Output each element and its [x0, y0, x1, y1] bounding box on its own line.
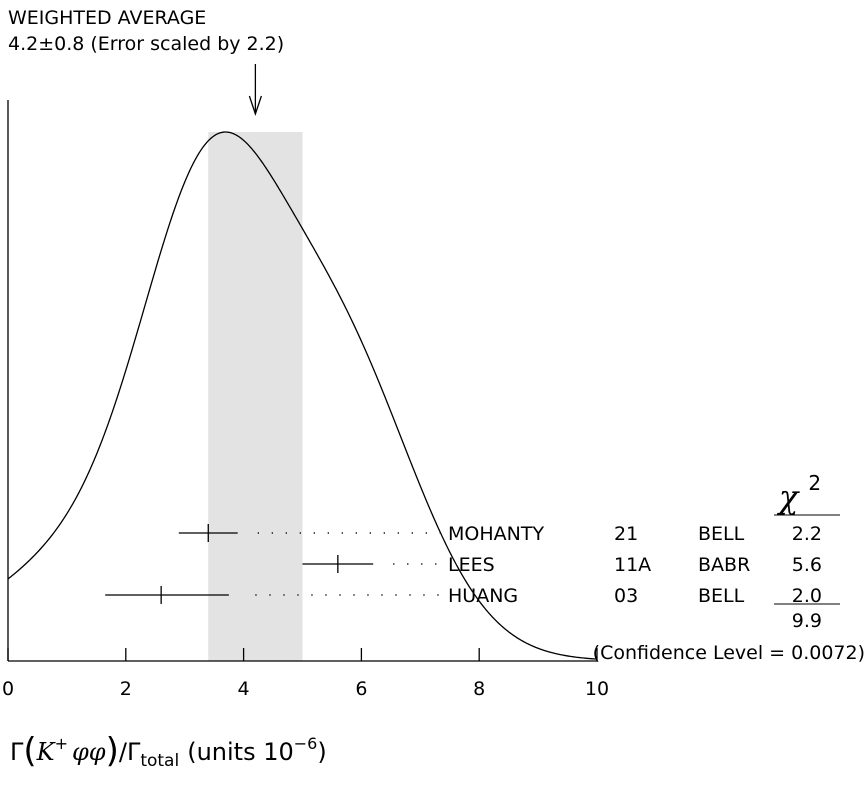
measurement-chi2: 2.2	[792, 523, 822, 545]
measurement-year: 03	[614, 585, 638, 607]
xlabel-particle: K	[36, 738, 57, 766]
xlabel-close: )	[317, 738, 326, 766]
measurement-experiment: BELL	[698, 585, 745, 607]
measurement-year: 21	[614, 523, 638, 545]
x-tick-label: 8	[473, 678, 485, 700]
ideogram-curve	[7, 131, 598, 660]
xlabel-open-paren: (	[23, 731, 36, 771]
weighted-average-band	[208, 132, 303, 661]
x-tick-label: 10	[585, 678, 609, 700]
measurement-year: 11A	[614, 554, 651, 576]
measurement-author: MOHANTY	[448, 523, 544, 545]
measurement-experiment: BABR	[698, 554, 750, 576]
xlabel-total: total	[140, 751, 179, 771]
x-tick-label: 4	[238, 678, 250, 700]
xlabel-close-paren: )	[106, 731, 119, 771]
arrow-head	[248, 95, 262, 117]
chi2-power: 2	[808, 471, 821, 495]
chi2-total: 9.9	[792, 610, 822, 632]
xlabel-slash-gamma: /Γ	[119, 738, 141, 766]
chi2-header: χ 2	[777, 471, 821, 516]
x-tick-label: 2	[120, 678, 132, 700]
measurement-row: LEES 11A BABR 5.6	[302, 554, 822, 576]
measurement-author: HUANG	[448, 585, 518, 607]
x-axis-label: Γ(K+ φφ)/Γtotal (units 10−6)	[10, 731, 327, 771]
chart-title: WEIGHTED AVERAGE	[8, 7, 206, 29]
xlabel-charge: +	[55, 734, 68, 753]
measurement-rows: MOHANTY 21 BELL 2.2 LEES 11A BABR 5.6 HUANG 03 BEL…	[105, 523, 822, 607]
measurement-row: HUANG 03 BELL 2.0	[105, 585, 822, 607]
measurement-author: LEES	[448, 554, 495, 576]
confidence-level: (Confidence Level = 0.0072)	[593, 642, 865, 664]
xlabel-phi: φφ	[72, 738, 106, 766]
xlabel-exponent: −6	[294, 734, 318, 753]
xlabel-units: (units 10	[187, 738, 294, 766]
weighted-average-arrow	[248, 64, 262, 117]
x-tick-label: 6	[355, 678, 367, 700]
measurement-row: MOHANTY 21 BELL 2.2	[178, 523, 822, 545]
measurement-experiment: BELL	[698, 523, 745, 545]
measurement-chi2: 2.0	[792, 585, 822, 607]
x-tick-label: 0	[2, 678, 14, 700]
chi2-symbol: χ	[777, 478, 800, 516]
chart-subtitle: 4.2±0.8 (Error scaled by 2.2)	[8, 33, 284, 55]
measurement-chi2: 5.6	[792, 554, 822, 576]
x-axis-ticks: 0 2 4 6 8 10	[2, 648, 609, 700]
xlabel-gamma: Γ	[10, 738, 24, 766]
